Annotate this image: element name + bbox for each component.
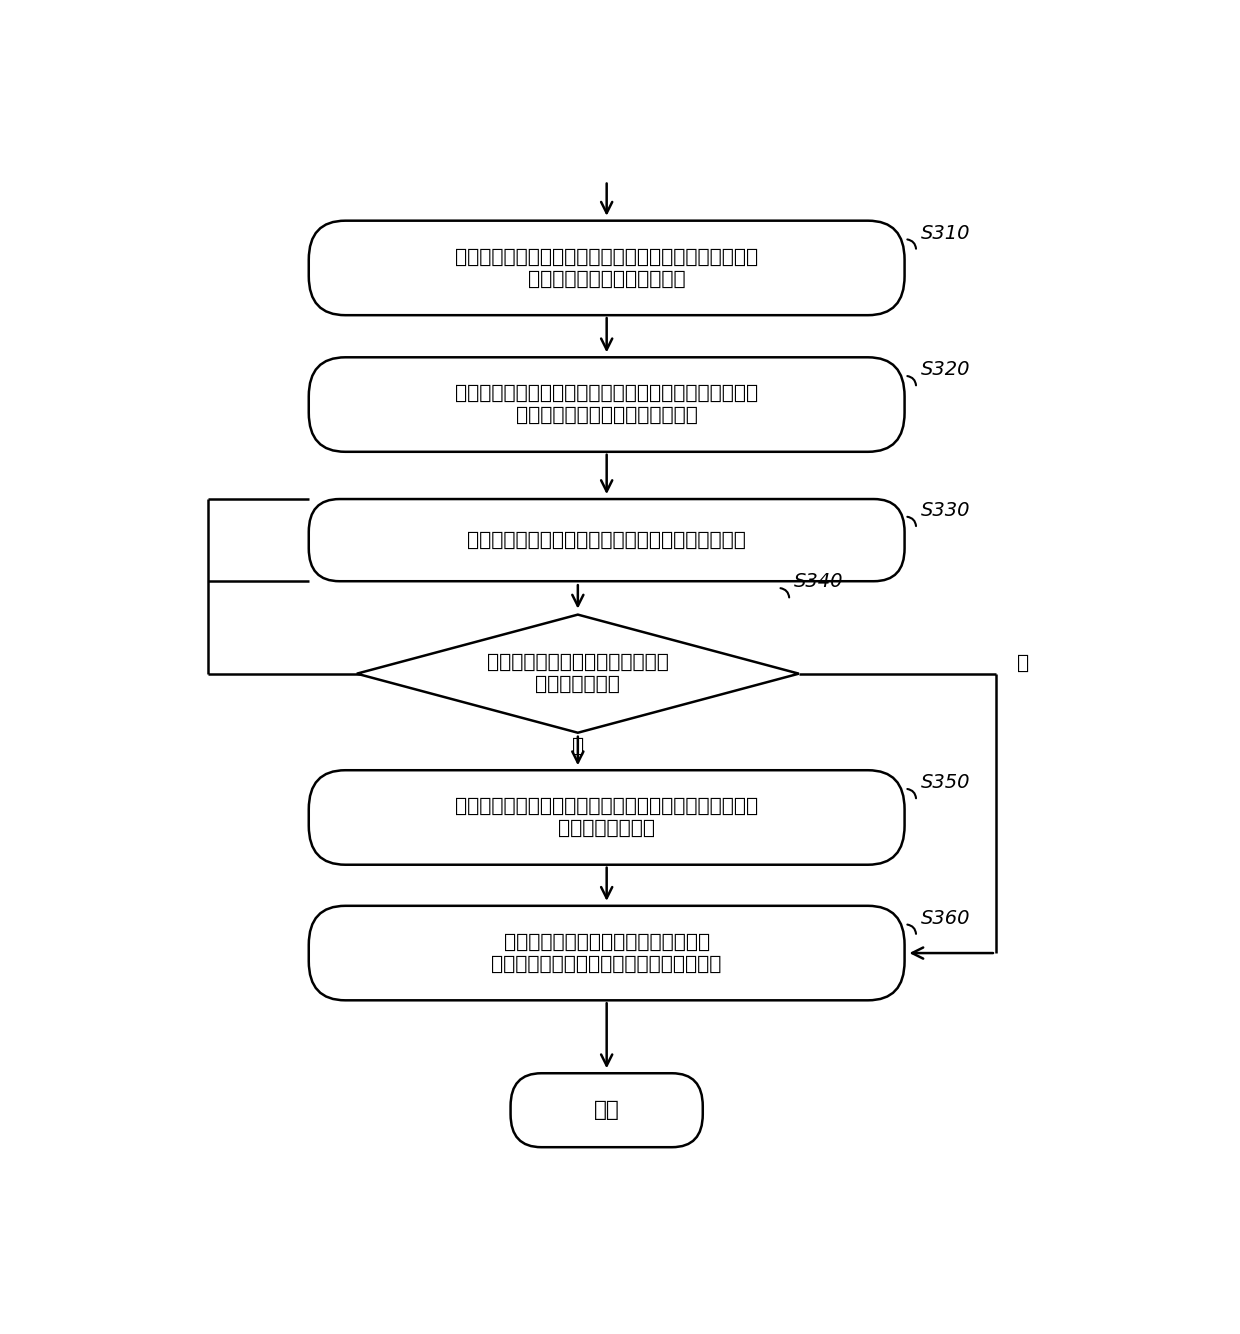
Text: 是: 是 [572,736,584,756]
FancyBboxPatch shape [309,906,905,1000]
Text: 确定当前舒适度或最小舒适度是否
小于舒适度阈值: 确定当前舒适度或最小舒适度是否 小于舒适度阈值 [487,654,668,694]
Polygon shape [357,615,799,732]
Text: 结束: 结束 [594,1101,620,1121]
Text: S360: S360 [921,908,971,927]
Text: S330: S330 [921,500,971,520]
Text: S310: S310 [921,224,971,243]
Text: S350: S350 [921,772,971,792]
Text: 终端设备获取车辆当前的行驶信息，以及该车辆内至少一
个或多个乘客当前的状态信息: 终端设备获取车辆当前的行驶信息，以及该车辆内至少一 个或多个乘客当前的状态信息 [455,247,758,288]
FancyBboxPatch shape [309,220,905,315]
Text: 终端设备基于与每个乘客对应的该状态信息及该行驶信息
计算与每个乘客对应的当前舒适度: 终端设备基于与每个乘客对应的该状态信息及该行驶信息 计算与每个乘客对应的当前舒适… [455,384,758,426]
FancyBboxPatch shape [309,770,905,864]
FancyBboxPatch shape [309,358,905,452]
Text: 终端设备基于该当前舒适度或最小舒服度，以及该行驶信
息确定该控制参数: 终端设备基于该当前舒适度或最小舒服度，以及该行驶信 息确定该控制参数 [455,796,758,838]
Text: S340: S340 [794,572,843,591]
FancyBboxPatch shape [511,1074,703,1147]
Text: S320: S320 [921,360,971,379]
Text: 终端设备确定多个乘客当前的舒适度中的最小舒适度: 终端设备确定多个乘客当前的舒适度中的最小舒适度 [467,531,746,550]
Text: 终端设备基于该控制参数调节姿态参数
，直到乘客的舒适度大于或等于舒适度阈值: 终端设备基于该控制参数调节姿态参数 ，直到乘客的舒适度大于或等于舒适度阈值 [491,932,722,974]
Text: 否: 否 [1017,654,1029,672]
FancyBboxPatch shape [309,499,905,582]
